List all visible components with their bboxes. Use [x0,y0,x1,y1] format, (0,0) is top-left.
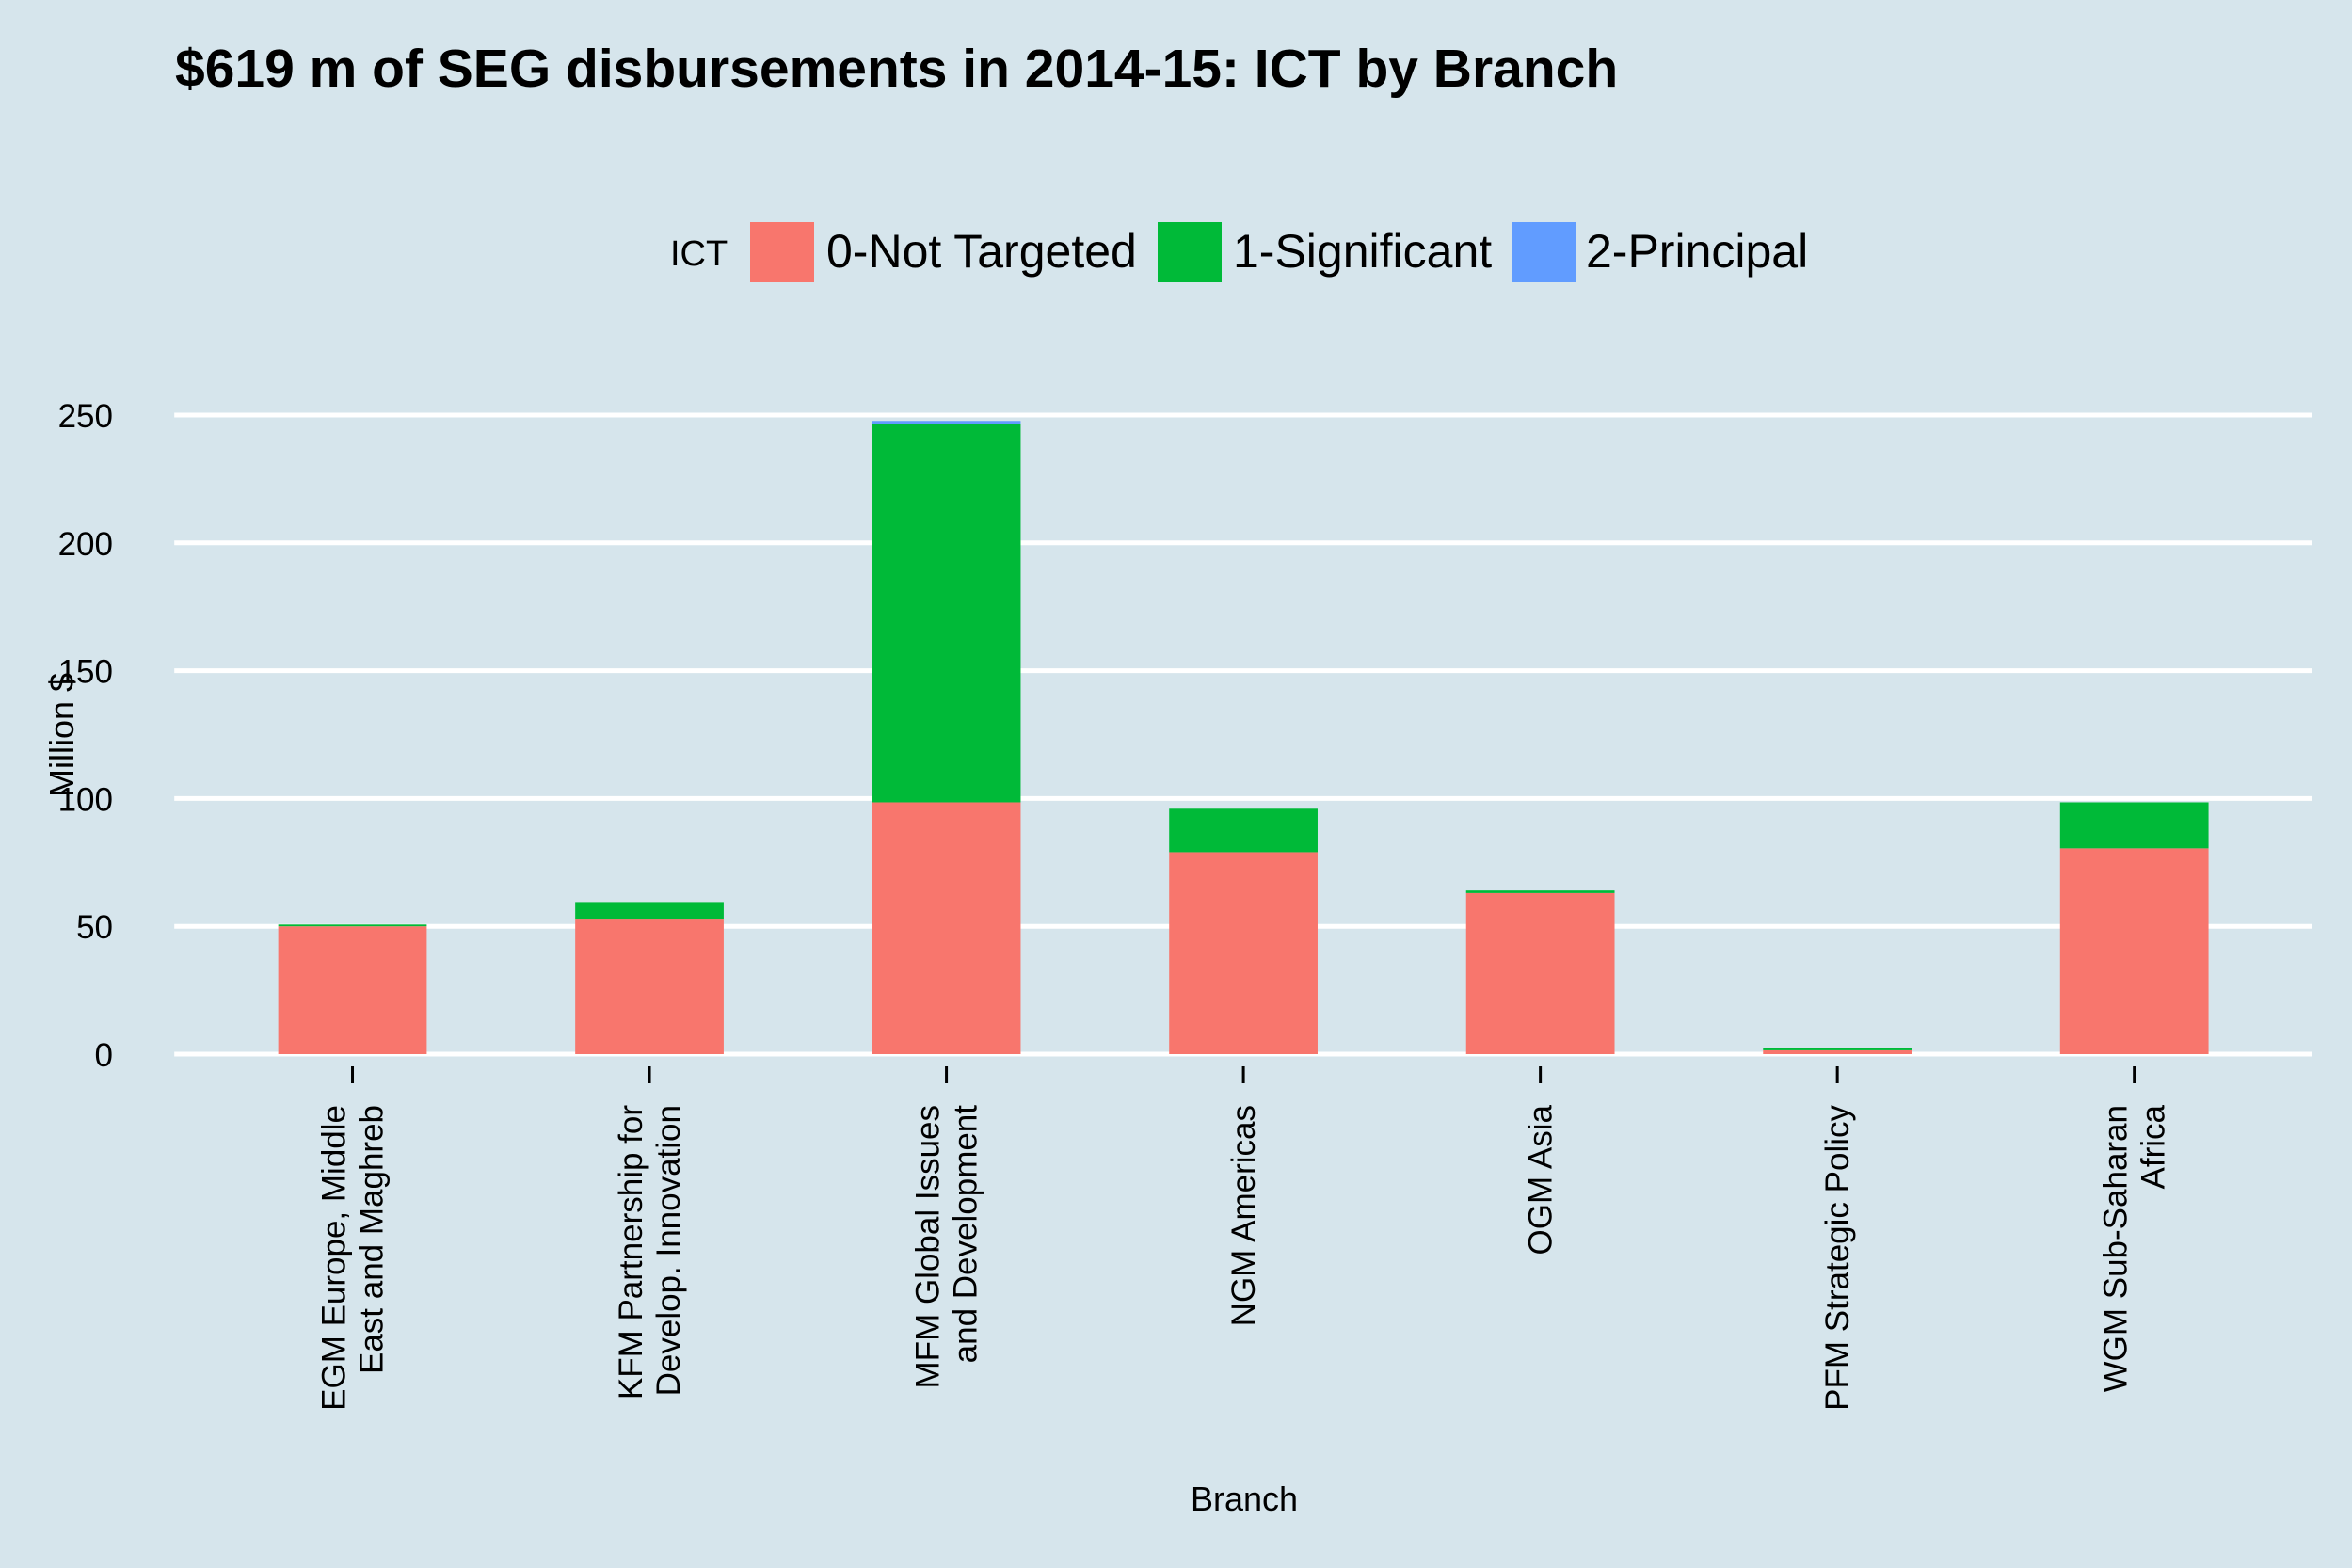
bar-segment [1763,1048,1912,1050]
legend-key [1158,222,1222,282]
x-tick-label: PFM Strategic Policy [1819,1105,1856,1411]
y-tick-label: 50 [76,909,113,946]
y-tick-label: 150 [58,654,113,691]
legend-title: ICT [670,234,728,274]
y-tick-label: 100 [58,781,113,818]
bar-segment [872,424,1021,803]
bar-segment [1169,808,1318,853]
bar-segment [2059,802,2209,849]
bar-segment [1169,852,1318,1054]
chart-title: $619 m of SEG disbursements in 2014-15: … [175,39,1618,99]
legend-key [1512,222,1576,282]
x-tick-label: KFM Partnership forDevelop. Innovation [613,1105,687,1400]
bar-segment [2059,848,2209,1054]
x-tick-label: EGM Europe, MiddleEast and Maghreb [316,1105,391,1411]
bar-segment [575,919,724,1054]
y-tick-label: 200 [58,526,113,563]
x-axis-title: Branch [1191,1480,1298,1518]
legend-label: 2-Principal [1586,225,1808,278]
bar-segment [575,902,724,920]
y-axis-title: Million $ [42,673,81,797]
y-tick-label: 0 [95,1037,113,1074]
bar-segment [1465,892,1615,1054]
x-tick-label: NGM Americas [1225,1105,1262,1326]
legend-key [750,222,814,282]
bar-segment [1763,1049,1912,1054]
legend-label: 0-Not Targeted [826,225,1137,278]
bar-segment [872,802,1021,1054]
bar-segment [278,926,427,1054]
bar-segment [278,924,427,927]
bar-segment [872,421,1021,424]
x-tick-label: WGM Sub-SaharanAfrica [2098,1104,2172,1392]
bar-segment [1465,890,1615,893]
legend-label: 1-Significant [1233,225,1492,278]
x-tick-label: OGM Asia [1523,1104,1560,1255]
y-tick-label: 250 [58,398,113,435]
x-tick-label: MFM Global Issuesand Development [910,1105,984,1389]
